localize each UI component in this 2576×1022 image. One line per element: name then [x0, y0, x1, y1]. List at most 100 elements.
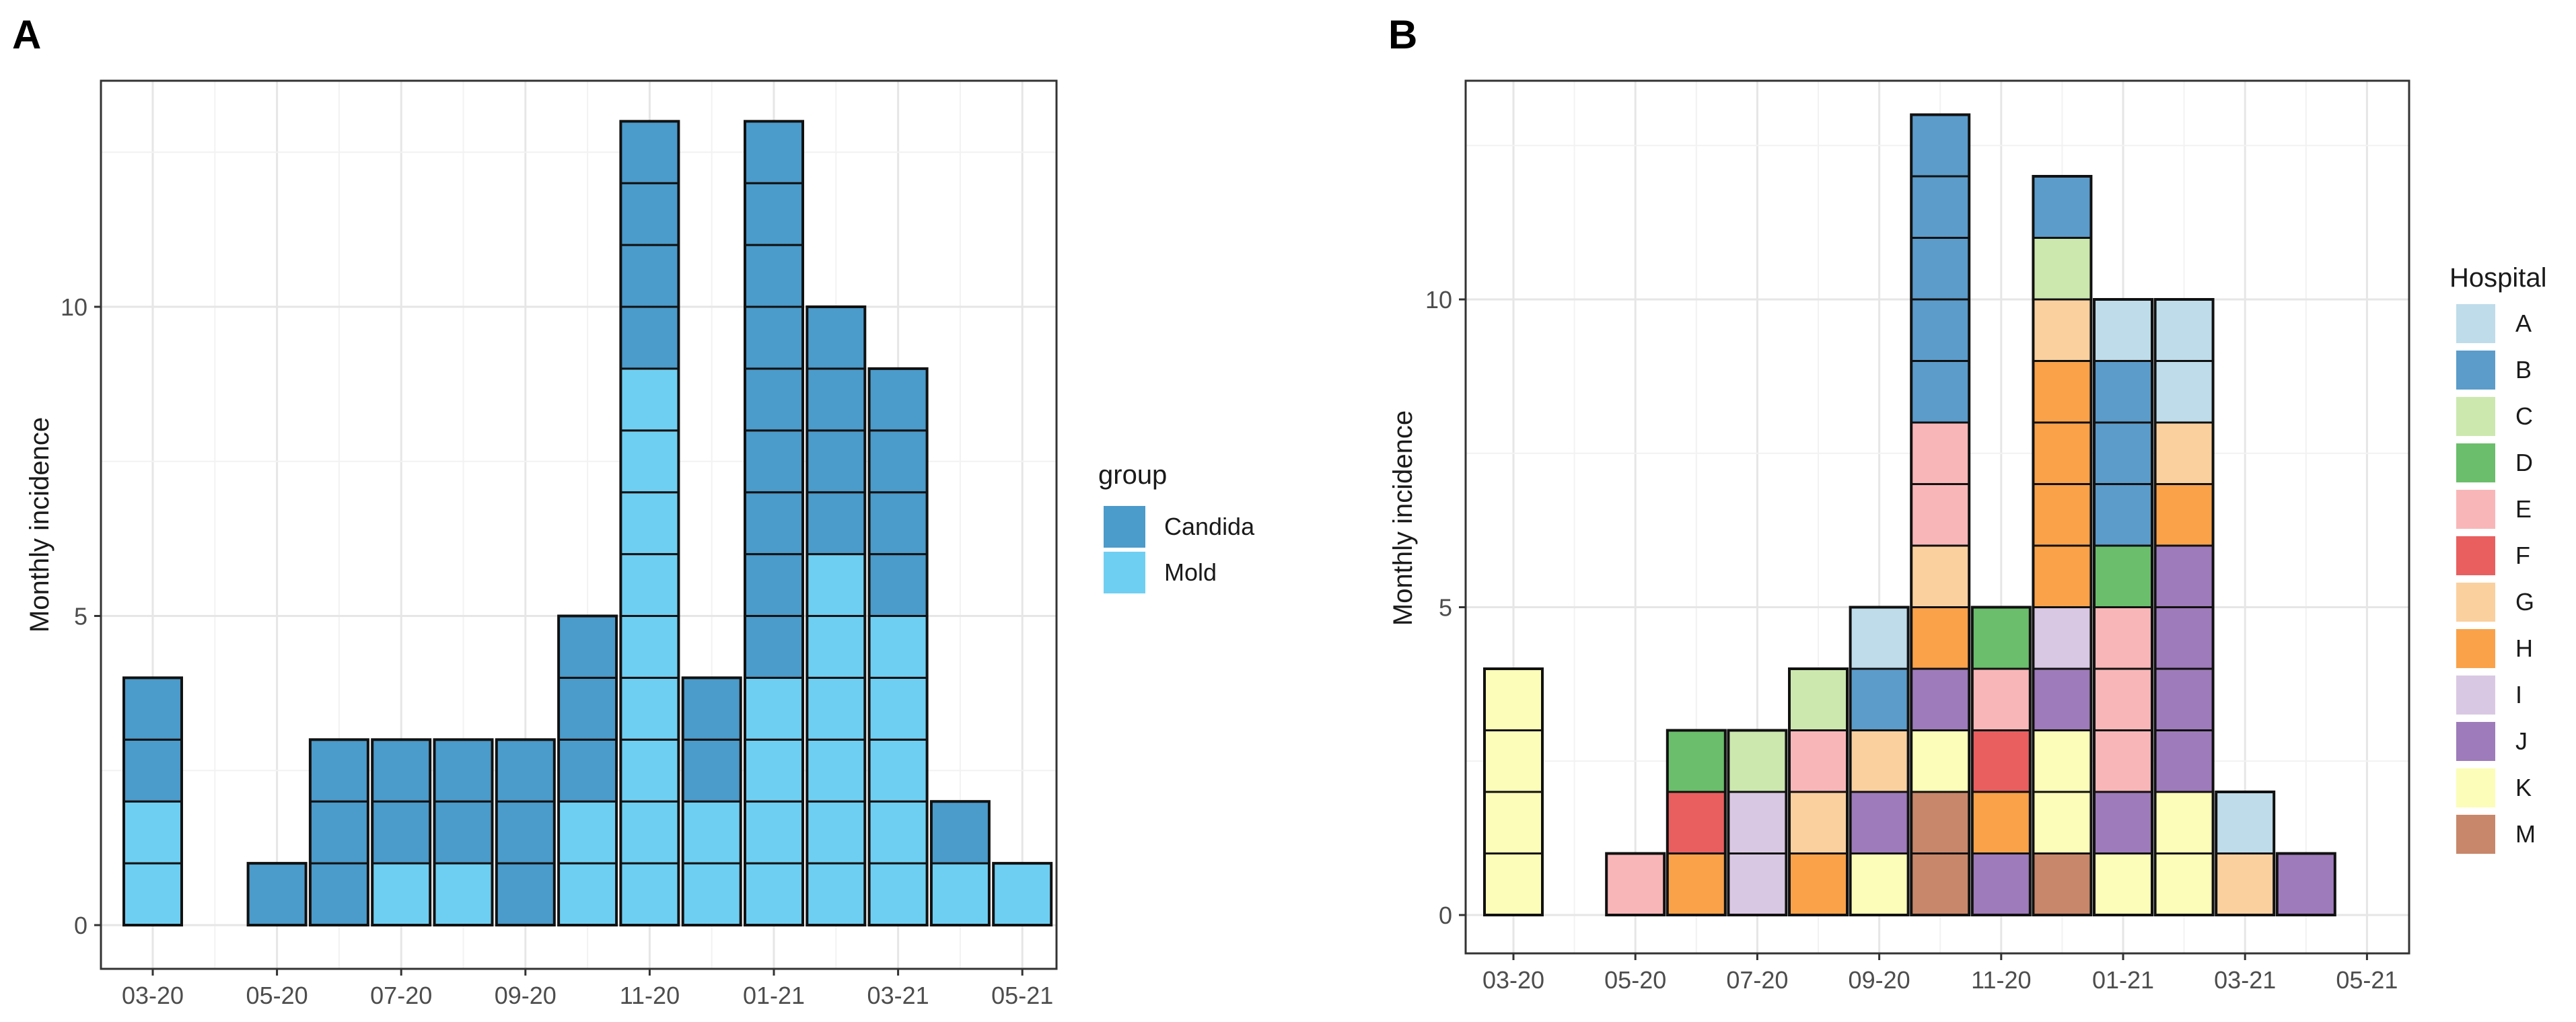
legend-key-a	[2456, 304, 2495, 343]
legend-key-h	[2456, 629, 2495, 668]
legend-a: group Candida Mold	[1098, 460, 1255, 593]
bar-block-hospital-h	[2032, 421, 2092, 485]
bar-block-mold	[619, 800, 680, 865]
bar-block-hospital-h	[1910, 606, 1970, 670]
legend-label: Mold	[1164, 558, 1217, 586]
bar-block-hospital-i	[2032, 606, 2092, 670]
y-ticks-b: 0 5 10	[1425, 286, 1466, 929]
bar-block-hospital-g	[2215, 852, 2275, 916]
bar-block-hospital-a	[2093, 298, 2153, 362]
bar-block-hospital-a	[2154, 360, 2215, 424]
bar-block-candida	[619, 244, 680, 308]
bar-block-candida	[309, 800, 369, 865]
x-tick-label: 03-21	[2214, 966, 2276, 994]
bar-block-candida	[806, 429, 866, 494]
bar-block-candida	[433, 800, 493, 865]
bar-block-hospital-h	[1788, 852, 1849, 916]
bar-block-mold	[868, 676, 929, 741]
bar-block-mold	[619, 615, 680, 679]
x-tick-label: 01-21	[2092, 966, 2154, 994]
bar-block-candida	[309, 862, 369, 926]
bar-block-hospital-i	[1727, 791, 1787, 854]
bar-block-hospital-e	[2093, 667, 2153, 731]
x-tick-label: 05-20	[246, 982, 308, 1009]
bar-block-hospital-f	[1971, 729, 2032, 793]
legend-key-d	[2456, 443, 2495, 482]
bar-block-hospital-b	[2093, 483, 2153, 547]
bar-block-hospital-e	[1910, 421, 1970, 485]
bar-block-candida	[619, 305, 680, 370]
x-tick-label: 03-21	[867, 982, 929, 1009]
legend-key-mold	[1104, 552, 1145, 593]
bar-block-hospital-g	[1788, 791, 1849, 854]
y-tick-label: 5	[1439, 594, 1452, 622]
bar-block-candida	[433, 738, 493, 803]
bar-block-hospital-j	[1971, 852, 2032, 916]
bar-block-candida	[619, 182, 680, 246]
bar-block-hospital-m	[2032, 852, 2092, 916]
bar-block-hospital-h	[2032, 544, 2092, 608]
bar-block-candida	[309, 738, 369, 803]
bar-outline	[2153, 298, 2215, 916]
legend-key-i	[2456, 676, 2495, 715]
x-tick-label: 07-20	[370, 982, 432, 1009]
x-tick-label: 01-21	[743, 982, 805, 1009]
bar-block-mold	[806, 553, 866, 617]
panel-label: B	[1388, 12, 1417, 57]
bar-block-candida	[806, 367, 866, 432]
bar-block-mold	[806, 676, 866, 741]
bar-block-hospital-b	[1910, 175, 1970, 239]
y-tick-label: 5	[74, 603, 87, 630]
bar-block-hospital-j	[2093, 791, 2153, 854]
legend-label: G	[2515, 588, 2534, 616]
bar-outline	[992, 862, 1053, 926]
bar-block-hospital-b	[2093, 421, 2153, 485]
x-tick-label: 09-20	[495, 982, 557, 1009]
bar-block-mold	[619, 367, 680, 432]
y-axis-title: Monthly incidence	[25, 417, 55, 632]
legend-label: Candida	[1164, 513, 1255, 540]
bar-outline	[806, 305, 867, 926]
bar-block-mold	[868, 800, 929, 865]
bar-outline	[308, 738, 369, 927]
y-tick-label: 10	[1425, 286, 1452, 314]
x-tick-label: 07-20	[1726, 966, 1788, 994]
bar-block-candida	[744, 429, 804, 494]
y-tick-label: 0	[1439, 902, 1452, 929]
bar-block-candida	[868, 553, 929, 617]
bar-block-hospital-e	[1910, 483, 1970, 547]
bar-block-hospital-h	[1666, 852, 1727, 916]
bar-block-candida	[557, 615, 618, 679]
bar-outline	[557, 614, 618, 926]
bar-block-hospital-i	[1727, 852, 1787, 916]
legend-label: B	[2515, 356, 2532, 384]
bar-block-mold	[868, 738, 929, 803]
bar-block-mold	[682, 862, 742, 926]
bar-block-hospital-j	[2276, 852, 2336, 916]
bar-outline	[2215, 791, 2276, 916]
bar-block-hospital-h	[2032, 360, 2092, 424]
bar-block-mold	[371, 862, 431, 926]
bar-outline	[1910, 113, 1971, 916]
bar-outline	[744, 120, 804, 926]
bar-block-hospital-e	[2093, 606, 2153, 670]
bar-block-hospital-k	[2154, 852, 2215, 916]
legend-label: C	[2515, 402, 2533, 430]
bar-block-hospital-k	[1483, 791, 1544, 854]
bar-outline	[619, 120, 680, 926]
bar-block-hospital-b	[1849, 667, 1910, 731]
bar-block-candida	[371, 800, 431, 865]
bar-block-candida	[744, 244, 804, 308]
bar-block-hospital-k	[1483, 852, 1544, 916]
plot-border	[100, 79, 1058, 970]
bar-block-candida	[557, 738, 618, 803]
bar-block-hospital-d	[1666, 729, 1727, 793]
legend-label: K	[2515, 774, 2532, 801]
bar-block-mold	[557, 862, 618, 926]
x-tick-label: 05-20	[1604, 966, 1666, 994]
bar-block-mold	[868, 615, 929, 679]
bar-block-candida	[744, 553, 804, 617]
bar-block-hospital-k	[1910, 729, 1970, 793]
bar-outline	[1970, 606, 2032, 916]
